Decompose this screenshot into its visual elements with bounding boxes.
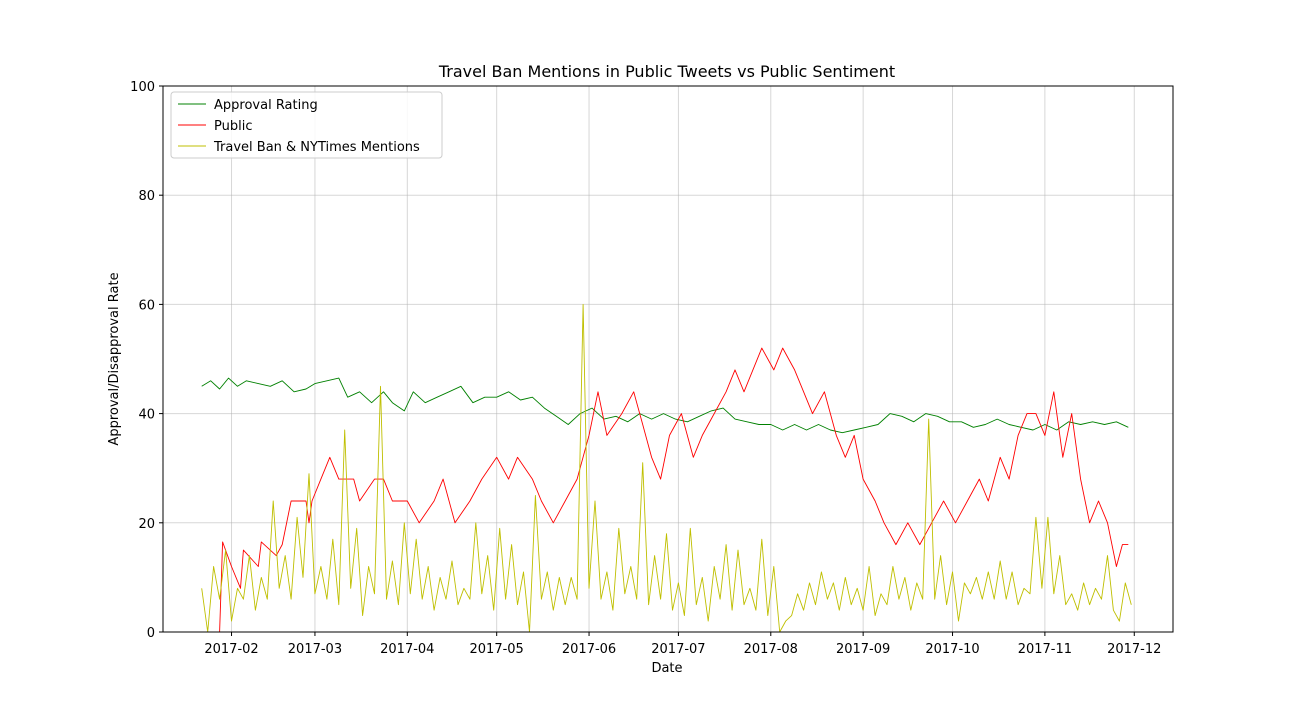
series-line-mentions bbox=[201, 303, 1132, 633]
x-tick-label: 2017-05 bbox=[470, 642, 524, 657]
x-tick-label: 2017-08 bbox=[744, 642, 798, 657]
y-tick-label: 80 bbox=[138, 189, 155, 204]
x-tick-label: 2017-11 bbox=[1018, 642, 1072, 657]
y-axis-ticks: 0 20 40 60 80 100 bbox=[130, 80, 163, 641]
legend-box bbox=[170, 91, 443, 159]
series-line-public bbox=[219, 347, 1129, 633]
legend-label-approval: Approval Rating bbox=[214, 98, 318, 113]
legend-label-mentions: Travel Ban & NYTimes Mentions bbox=[213, 140, 420, 155]
x-tick-label: 2017-04 bbox=[380, 642, 434, 657]
x-tick-label: 2017-03 bbox=[288, 642, 342, 657]
legend: Approval Rating Public Travel Ban & NYTi… bbox=[170, 91, 443, 159]
x-axis-label: Date bbox=[651, 661, 682, 676]
y-tick-label: 20 bbox=[138, 517, 155, 532]
x-tick-label: 2017-02 bbox=[204, 642, 258, 657]
x-tick-label: 2017-09 bbox=[836, 642, 890, 657]
chart-title: Travel Ban Mentions in Public Tweets vs … bbox=[438, 62, 895, 81]
y-tick-label: 100 bbox=[130, 80, 155, 95]
x-axis-ticks: 2017-02 2017-03 2017-04 2017-05 2017-06 2017-… bbox=[204, 632, 1161, 657]
y-axis-label: Approval/Disapproval Rate bbox=[107, 272, 122, 445]
series-line-approval bbox=[201, 377, 1129, 434]
plot-frame bbox=[162, 85, 1174, 633]
x-tick-label: 2017-07 bbox=[651, 642, 705, 657]
grid bbox=[163, 86, 1173, 632]
series-lines bbox=[201, 303, 1132, 633]
y-tick-label: 40 bbox=[138, 408, 155, 423]
y-tick-label: 60 bbox=[138, 298, 155, 313]
x-tick-label: 2017-12 bbox=[1107, 642, 1161, 657]
x-tick-label: 2017-06 bbox=[562, 642, 616, 657]
legend-label-public: Public bbox=[214, 119, 252, 134]
x-tick-label: 2017-10 bbox=[925, 642, 979, 657]
y-tick-label: 0 bbox=[147, 626, 155, 641]
